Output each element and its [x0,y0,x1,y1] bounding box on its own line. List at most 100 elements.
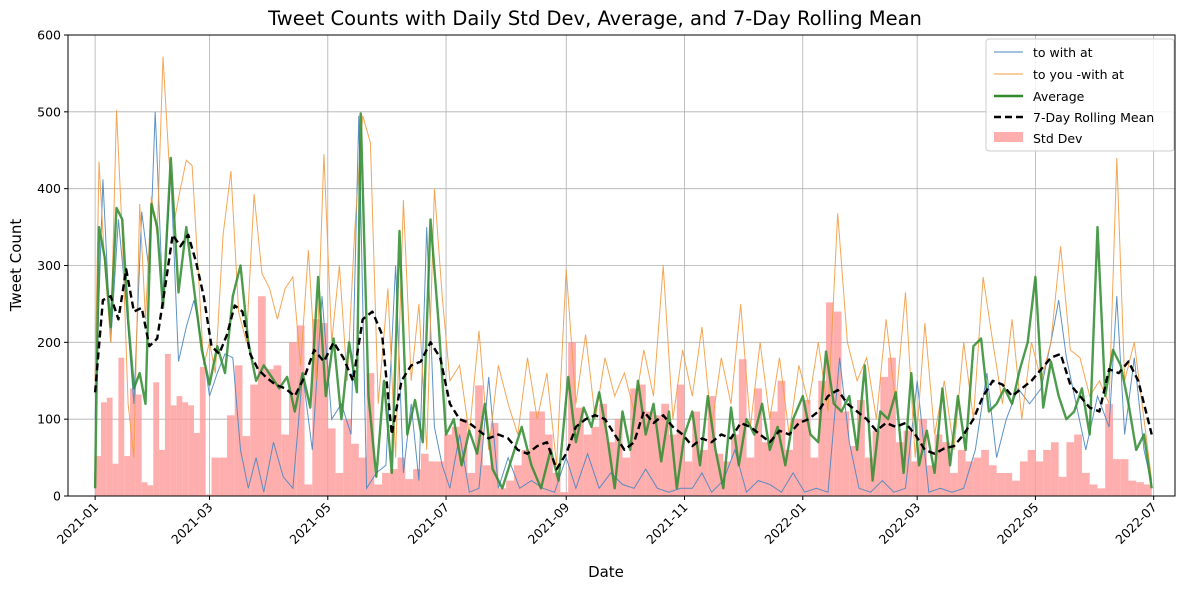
std-dev-bar [552,472,561,496]
std-dev-bar [810,457,819,496]
std-dev-bar [188,405,195,496]
std-dev-bar [130,388,136,496]
std-dev-bar [1043,449,1051,496]
x-tick-label: 2021-05 [286,500,334,548]
legend-label-rolling-mean: 7-Day Rolling Mean [1033,110,1154,125]
x-tick-label: 2022-01 [761,500,809,548]
std-dev-bar [1143,484,1152,496]
std-dev-bar [895,442,904,496]
std-dev-bar [692,411,701,496]
std-dev-bar [159,449,165,496]
std-dev-bar [265,369,274,496]
std-dev-bar [630,388,638,496]
std-dev-bar [382,472,390,496]
std-dev-bar [1128,480,1137,496]
std-dev-bar [153,382,160,496]
std-dev-bar [996,472,1005,496]
std-dev-bar [211,457,220,496]
std-dev-bar [583,434,592,496]
std-dev-bar [219,457,227,496]
std-dev-bar [312,319,321,496]
std-dev-bar [451,426,460,496]
std-dev-bar [1050,442,1059,496]
std-dev-bar [1081,472,1090,496]
std-dev-bar [785,449,794,496]
std-dev-bar [405,479,414,496]
std-dev-bar [112,463,119,496]
std-dev-bar [498,488,507,496]
legend: to with at to you -with at Average 7-Day… [985,38,1175,152]
std-dev-bar [1035,461,1044,496]
std-dev-bar [762,442,770,496]
std-dev-bar [482,465,491,496]
std-dev-bar [1012,480,1020,496]
legend-label-to-you-with-at: to you -with at [1033,67,1124,82]
std-dev-bar [575,407,584,496]
std-dev-bar [818,380,827,496]
std-dev-bar [335,472,344,496]
x-tick-label: 2022-03 [876,500,924,548]
std-dev-bar [731,434,739,496]
series-lines [93,56,1153,494]
std-dev-bar [513,465,522,496]
legend-label-std-dev: Std Dev [1033,131,1083,146]
std-dev-bar [872,430,881,496]
std-dev-bar [668,434,677,496]
std-dev-bars [95,296,1152,496]
std-dev-bar [942,442,951,496]
std-dev-bar [124,456,131,496]
std-dev-bar [1097,488,1106,496]
y-tick-label: 0 [53,489,61,504]
std-dev-bar [754,388,763,496]
std-dev-bar [374,484,383,496]
std-dev-bar [965,461,974,496]
std-dev-bar [661,403,669,496]
std-dev-bar [397,457,406,496]
y-tick-label: 100 [37,412,61,427]
std-dev-bar [841,411,850,496]
std-dev-bar [707,396,716,496]
std-dev-bar [802,399,811,496]
std-dev-bar [746,457,755,496]
std-dev-bar [591,426,600,496]
std-dev-bar [645,411,654,496]
std-dev-bar [529,411,538,496]
std-dev-bar [1074,434,1082,496]
std-dev-bar [1105,403,1113,496]
std-dev-bar [366,373,375,496]
y-tick-label: 200 [37,335,61,350]
std-dev-bar [95,456,101,496]
y-tick-label: 400 [37,181,61,196]
std-dev-bar [903,430,912,496]
std-dev-bar [194,432,200,496]
std-dev-bar [199,366,206,496]
std-dev-bar [100,402,107,496]
std-dev-bar [864,457,873,496]
std-dev-bar [684,461,693,496]
std-dev-bar [327,428,336,496]
std-dev-bar [826,302,834,496]
std-dev-bar [926,465,935,496]
std-dev-bar [226,415,235,496]
std-dev-bar [833,311,842,496]
std-dev-bar [981,449,989,496]
std-dev-bar [544,434,553,496]
std-dev-bar [934,434,943,496]
std-dev-bar [537,411,545,496]
std-dev-bar [793,419,803,496]
std-dev-bar [273,365,282,496]
std-dev-bar [490,423,499,496]
std-dev-bar [1027,449,1036,496]
std-dev-bar [723,461,732,496]
legend-label-average: Average [1033,89,1085,104]
std-dev-bar [1120,459,1129,496]
std-dev-bar [428,461,437,496]
std-dev-bar [343,419,352,496]
std-dev-bar [560,492,569,496]
x-tick-label: 2021-11 [643,500,691,548]
chart-title: Tweet Counts with Daily Std Dev, Average… [267,7,922,30]
std-dev-bar [777,380,786,496]
std-dev-bar [1089,484,1098,496]
std-dev-bar [242,436,251,496]
